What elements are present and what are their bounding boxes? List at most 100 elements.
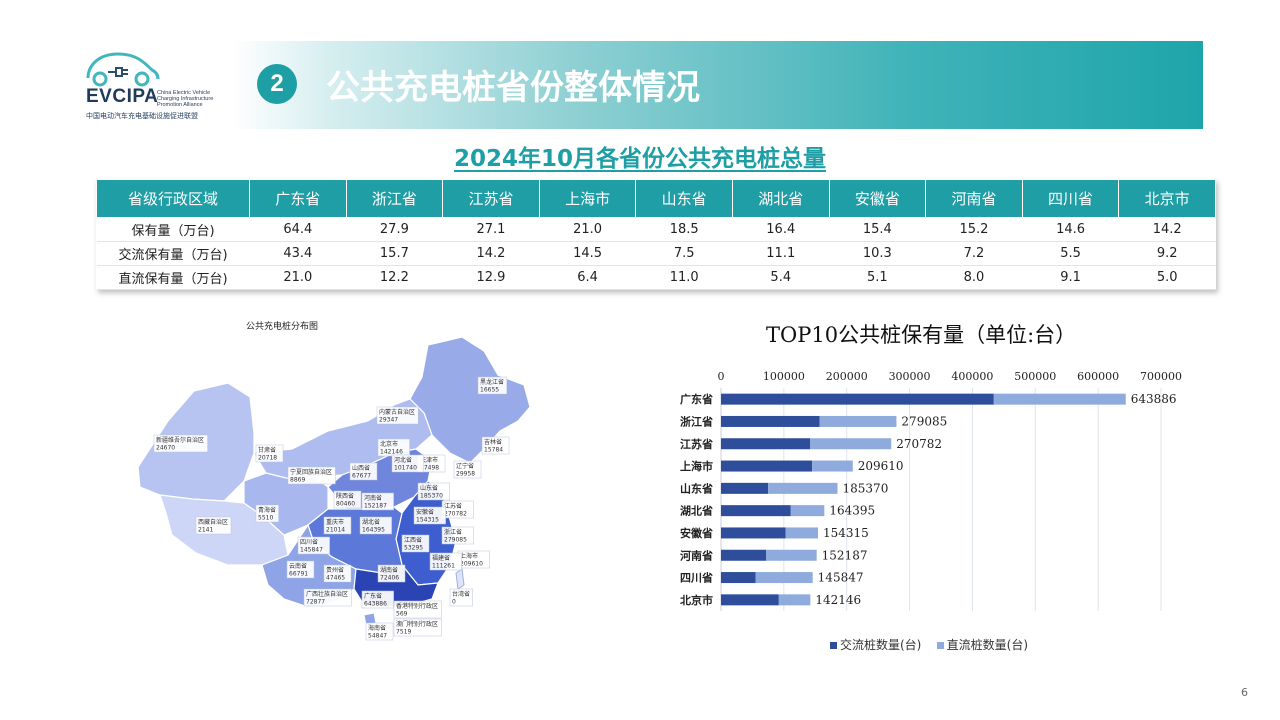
table-cell: 5.0 — [1118, 265, 1216, 290]
table-cell: 12.2 — [346, 265, 443, 290]
legend-swatch-dc — [936, 642, 944, 649]
map-province-value: 29347 — [379, 417, 398, 424]
map-province-name: 山西省 — [352, 464, 370, 472]
map-province-name: 甘肃省 — [258, 446, 276, 454]
map-province-name: 香港特别行政区 — [396, 602, 438, 610]
x-tick-label: 700000 — [1140, 370, 1182, 383]
category-label: 湖北省 — [680, 504, 713, 518]
map-title: 公共充电桩分布图 — [245, 322, 318, 332]
category-label: 安徽省 — [680, 526, 713, 540]
map-province-name: 宁夏回族自治区 — [290, 468, 332, 476]
total-data-label: 279085 — [901, 414, 947, 428]
map-province-value: 569 — [396, 611, 408, 618]
map-province-name: 湖北省 — [362, 518, 380, 526]
map-province-value: 2141 — [198, 527, 213, 534]
table-header-cell: 湖北省 — [731, 179, 830, 218]
map-province-name: 海南省 — [368, 624, 386, 632]
table-cell: 7.2 — [925, 241, 1023, 266]
map-province-name: 陕西省 — [336, 492, 354, 500]
table-row: 交流保有量（万台) 43.4 15.7 14.2 14.5 7.5 11.1 1… — [96, 241, 1216, 266]
map-province-name: 河南省 — [364, 494, 382, 502]
x-tick-label: 0 — [718, 370, 725, 383]
map-province-value: 15784 — [484, 447, 503, 454]
category-label: 河南省 — [680, 548, 713, 562]
table-cell: 保有量（万台) — [96, 217, 250, 242]
map-province-name: 浙江省 — [444, 528, 462, 536]
map-province-name: 江西省 — [404, 536, 422, 544]
category-label: 上海市 — [680, 459, 713, 473]
total-data-label: 209610 — [858, 459, 904, 473]
table-cell: 27.9 — [346, 217, 443, 242]
bar-segment — [755, 572, 813, 584]
table-header-row: 省级行政区域 广东省 浙江省 江苏省 上海市 山东省 湖北省 安徽省 河南省 四… — [96, 179, 1216, 218]
bar-segment — [721, 460, 813, 472]
section-number-badge: 2 — [257, 64, 297, 104]
category-label: 江苏省 — [680, 437, 713, 451]
map-province-name: 青海省 — [258, 506, 276, 514]
map-province-name: 重庆市 — [326, 518, 344, 526]
x-tick-label: 100000 — [763, 370, 805, 383]
table-cell: 5.4 — [732, 265, 830, 290]
total-data-label: 185370 — [843, 481, 889, 495]
table-cell: 15.4 — [829, 217, 926, 242]
table-cell: 9.2 — [1118, 241, 1216, 266]
table-header-cell: 上海市 — [538, 179, 637, 218]
map-province-value: 101740 — [394, 465, 417, 472]
map-province-value: 185370 — [420, 493, 443, 500]
total-data-label: 643886 — [1131, 392, 1177, 406]
bar-segment — [812, 460, 853, 472]
category-label: 北京市 — [680, 593, 713, 607]
table-cell: 5.5 — [1022, 241, 1119, 266]
map-province-value: 8869 — [290, 477, 305, 484]
table-header-cell: 四川省 — [1021, 179, 1120, 218]
map-province-name: 山东省 — [420, 484, 438, 492]
x-tick-label: 600000 — [1077, 370, 1119, 383]
map-province-value: 53295 — [404, 545, 423, 552]
table-header-cell: 浙江省 — [345, 179, 444, 218]
table-cell: 64.4 — [249, 217, 347, 242]
table-cell: 14.6 — [1022, 217, 1119, 242]
map-province-value: 142146 — [380, 449, 403, 456]
table-cell: 10.3 — [829, 241, 926, 266]
map-province-value: 72877 — [306, 599, 325, 606]
category-label: 四川省 — [680, 571, 713, 585]
table-cell: 18.5 — [635, 217, 733, 242]
map-province-name: 北京市 — [380, 440, 398, 448]
table-cell: 8.0 — [925, 265, 1023, 290]
table-cell: 43.4 — [249, 241, 347, 266]
map-province-name: 贵州省 — [326, 566, 344, 574]
province-data-table: 省级行政区域 广东省 浙江省 江苏省 上海市 山东省 湖北省 安徽省 河南省 四… — [96, 179, 1216, 290]
bar-segment — [819, 415, 897, 427]
bar-segment — [768, 482, 838, 494]
table-cell: 14.5 — [539, 241, 636, 266]
category-label: 山东省 — [680, 481, 713, 495]
map-region-northeast — [409, 336, 531, 464]
map-province-value: 66791 — [289, 571, 308, 578]
map-province-value: 279085 — [444, 537, 467, 544]
map-province-name: 云南省 — [289, 562, 307, 570]
map-province-name: 广西壮族自治区 — [306, 590, 348, 598]
x-tick-label: 300000 — [889, 370, 931, 383]
map-province-value: 111261 — [432, 563, 455, 570]
map-province-value: 0 — [452, 599, 456, 606]
table-header-cell: 广东省 — [249, 179, 347, 218]
total-data-label: 152187 — [822, 548, 868, 562]
map-province-value: 72406 — [380, 575, 399, 582]
legend-label-ac: 交流桩数量(台) — [840, 638, 922, 652]
bar-segment — [785, 527, 818, 539]
bar-segment — [721, 527, 786, 539]
